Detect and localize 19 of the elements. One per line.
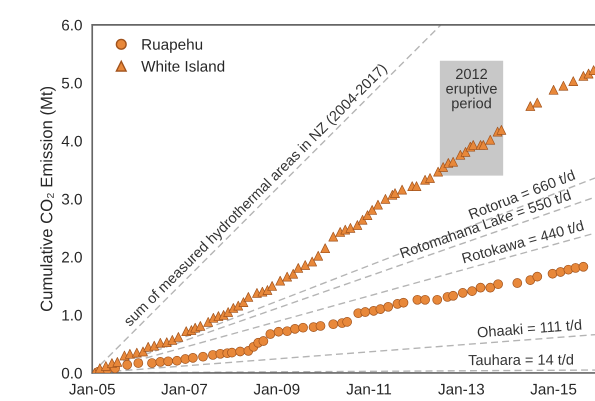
y-tick-label: 3.0 [62, 194, 82, 205]
band-label: 2012 eruptive period [446, 68, 497, 112]
x-tick-label: Jan-15 [530, 384, 576, 395]
y-tick-label: 6.0 [62, 20, 82, 31]
y-tick-label: 2.0 [62, 252, 82, 263]
x-tick-label: Jan-11 [346, 384, 392, 395]
x-tick-label: Jan-05 [69, 384, 115, 395]
x-tick-label: Jan-07 [161, 384, 208, 395]
x-tick-label: Jan-09 [254, 384, 300, 395]
y-tick-label: 5.0 [62, 78, 82, 89]
legend-label: White Island [141, 60, 224, 72]
y-tick-label: 4.0 [62, 136, 82, 147]
annotation: Tauhara = 14 t/d [468, 354, 574, 366]
legend-label: Ruapehu [142, 38, 202, 53]
y-tick-label: 0.0 [62, 368, 82, 379]
annotation: Ohaaki = 111 t/d [477, 319, 582, 338]
y-tick-label: 1.0 [62, 310, 82, 321]
y-axis-title: Cumulative CO₂ Emission (Mt) [40, 86, 56, 312]
x-tick-label: Jan-13 [438, 384, 484, 395]
